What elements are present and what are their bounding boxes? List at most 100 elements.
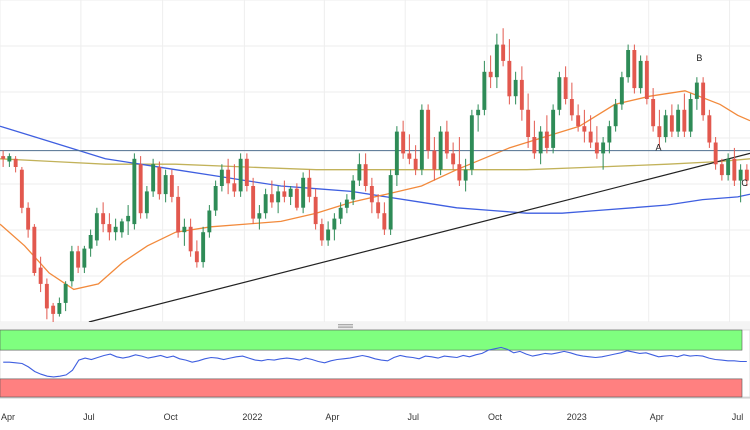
x-tick-label: Apr [325, 412, 339, 422]
candle [594, 126, 599, 159]
candle [157, 161, 162, 200]
candle [319, 218, 324, 246]
candle [632, 44, 637, 94]
candle-body [169, 175, 174, 197]
candle-body [369, 186, 374, 203]
candle-body [707, 115, 712, 143]
candle-body [719, 164, 724, 176]
candle-body [232, 183, 237, 192]
x-tick-label: Jul [407, 412, 419, 422]
candle [701, 77, 706, 121]
candle-body [488, 71, 493, 78]
candle-body [269, 194, 274, 203]
candle-body [119, 221, 124, 233]
candle [363, 153, 368, 192]
candle [163, 169, 168, 203]
candle [226, 158, 231, 195]
candle [401, 120, 406, 159]
candle-body [407, 153, 412, 159]
candle [269, 180, 274, 208]
candle-body [413, 158, 418, 170]
candle-body [338, 207, 343, 219]
candle-body [107, 224, 112, 233]
candle [207, 205, 212, 238]
candle [232, 164, 237, 197]
candle-body [401, 131, 406, 154]
candle [507, 39, 512, 105]
candle-body [426, 109, 431, 151]
candle-body [432, 150, 437, 170]
candle-body [194, 251, 199, 263]
candle [482, 60, 487, 116]
candle [451, 142, 456, 170]
candle [376, 194, 381, 219]
candle-body [663, 115, 668, 138]
candle-body [532, 137, 537, 154]
candle-body [126, 215, 131, 222]
candle [707, 109, 712, 148]
candle-body [257, 213, 262, 219]
candle-body [7, 156, 12, 162]
candle-body [319, 224, 324, 241]
annotation-label-a: A [655, 143, 661, 153]
candle-body [669, 115, 674, 132]
candle [288, 186, 293, 206]
candle-body [163, 175, 168, 195]
candle-body [313, 196, 318, 225]
candle-body [563, 77, 568, 99]
candle-body [613, 104, 618, 127]
candle [201, 226, 206, 268]
candle [744, 164, 749, 186]
x-tick-label: Jul [83, 412, 95, 422]
candle [682, 93, 687, 138]
candle [263, 188, 268, 219]
candle [382, 202, 387, 235]
candle-body [694, 82, 699, 99]
candle [219, 164, 224, 192]
candle [307, 169, 312, 203]
oscillator-panel [0, 329, 750, 398]
candle [101, 202, 106, 233]
candle [438, 126, 443, 176]
candle-body [76, 251, 81, 268]
candle [344, 194, 349, 214]
candle-body [113, 226, 118, 233]
candle-body [732, 158, 737, 181]
candle [182, 218, 187, 246]
candle-body [132, 158, 137, 225]
candle [638, 55, 643, 94]
panel-divider[interactable] [0, 322, 750, 330]
candle-body [376, 202, 381, 214]
candle [732, 147, 737, 186]
candle [51, 302, 56, 322]
candle [613, 98, 618, 132]
candle-body [657, 126, 662, 138]
candle [463, 158, 468, 192]
candle [282, 180, 287, 203]
candle-body [326, 229, 331, 241]
candle-body [344, 199, 349, 208]
panel-splitter[interactable] [0, 322, 750, 330]
candle-body [519, 79, 524, 110]
candle [369, 177, 374, 214]
candle [251, 177, 256, 225]
candle [488, 55, 493, 89]
candle-body [101, 213, 106, 225]
candle-body [69, 251, 74, 282]
candle [557, 71, 562, 116]
candle-body [32, 226, 37, 273]
candle [176, 186, 181, 238]
candle-body [607, 126, 612, 143]
candle [126, 205, 131, 235]
candle-body [157, 167, 162, 195]
candle-body [469, 115, 474, 170]
candle [38, 256, 43, 293]
candle [407, 134, 412, 165]
candle [444, 120, 449, 159]
candle-body [94, 213, 99, 241]
candle-body [451, 153, 456, 165]
candle [457, 137, 462, 186]
candle-body [357, 164, 362, 181]
candle [569, 82, 574, 121]
candle-body [588, 131, 593, 143]
